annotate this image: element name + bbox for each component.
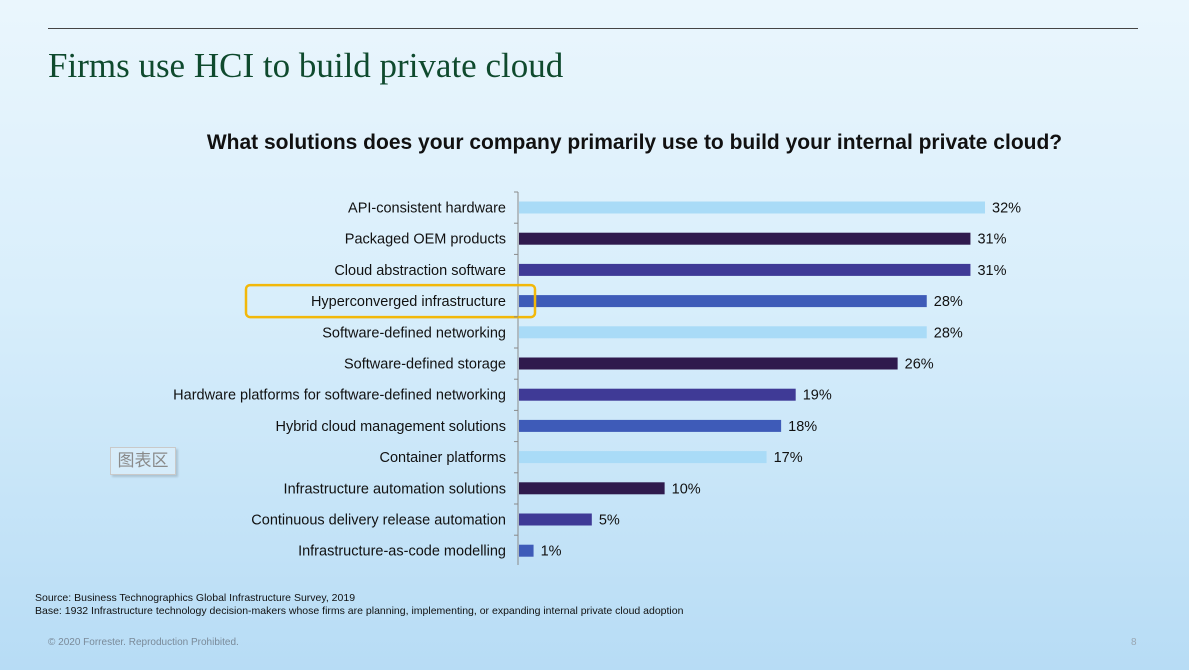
value-label: 28% [934, 294, 963, 310]
chart-area-placeholder[interactable]: 图表区 [110, 447, 176, 475]
category-label: Packaged OEM products [345, 232, 506, 248]
bar [519, 232, 971, 245]
category-label: Infrastructure-as-code modelling [298, 544, 506, 560]
value-label: 17% [774, 450, 803, 466]
bar [519, 482, 665, 495]
source-note: Source: Business Technographics Global I… [35, 592, 356, 604]
value-label: 19% [803, 388, 832, 404]
value-label: 32% [992, 201, 1021, 217]
value-label: 1% [541, 544, 562, 560]
category-label: Hyperconverged infrastructure [311, 294, 506, 310]
bar [519, 357, 898, 370]
bar [519, 544, 534, 557]
category-label: Software-defined storage [344, 357, 506, 373]
highlight-box [244, 283, 537, 319]
category-label: Container platforms [379, 450, 506, 466]
category-label: Continuous delivery release automation [251, 513, 506, 529]
category-label: Software-defined networking [322, 325, 506, 341]
chart-title: What solutions does your company primari… [206, 131, 1063, 154]
value-label: 18% [788, 419, 817, 435]
bar [519, 451, 767, 464]
page-number: 8 [1131, 637, 1137, 648]
category-label: Hybrid cloud management solutions [275, 419, 506, 435]
slide-title: Firms use HCI to build private cloud [48, 46, 564, 85]
bar [519, 388, 796, 401]
value-label: 10% [672, 481, 701, 497]
bar [519, 263, 971, 276]
value-label: 5% [599, 513, 620, 529]
category-label: Cloud abstraction software [334, 263, 506, 279]
value-label: 28% [934, 325, 963, 341]
copyright-footer: © 2020 Forrester. Reproduction Prohibite… [48, 637, 239, 648]
base-note: Base: 1932 Infrastructure technology dec… [35, 605, 684, 617]
value-label: 26% [905, 357, 934, 373]
value-label: 31% [977, 263, 1006, 279]
value-label: 31% [977, 232, 1006, 248]
category-label: Hardware platforms for software-defined … [173, 388, 506, 404]
bar [519, 326, 927, 339]
bars-layer: API-consistent hardware 32% Packaged OEM p… [173, 191, 1021, 565]
bar [519, 513, 592, 526]
bar [519, 419, 782, 432]
bar [519, 295, 927, 308]
category-label: API-consistent hardware [348, 201, 506, 217]
bar [519, 201, 985, 214]
category-label: Infrastructure automation solutions [284, 481, 506, 497]
top-rule [48, 28, 1138, 29]
